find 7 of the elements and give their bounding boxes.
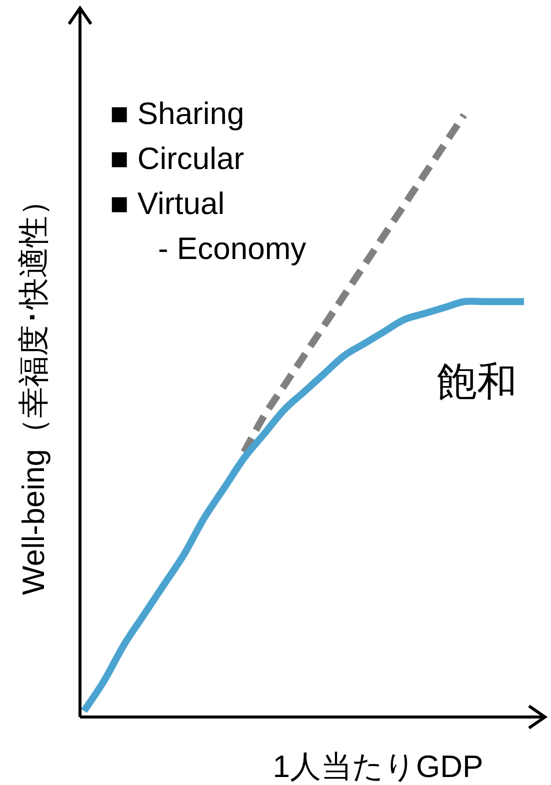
x-axis-title: 1人当たりGDP xyxy=(272,749,484,784)
annotation: ■ Circular xyxy=(110,141,244,176)
annotation: - Economy xyxy=(158,231,307,266)
annotation: ■ Sharing xyxy=(110,96,244,131)
y-axis-title: Well-being（幸福度･快適性） xyxy=(16,185,51,595)
annotation: ■ Virtual xyxy=(110,186,225,221)
annotation: 飽和 xyxy=(437,360,517,404)
